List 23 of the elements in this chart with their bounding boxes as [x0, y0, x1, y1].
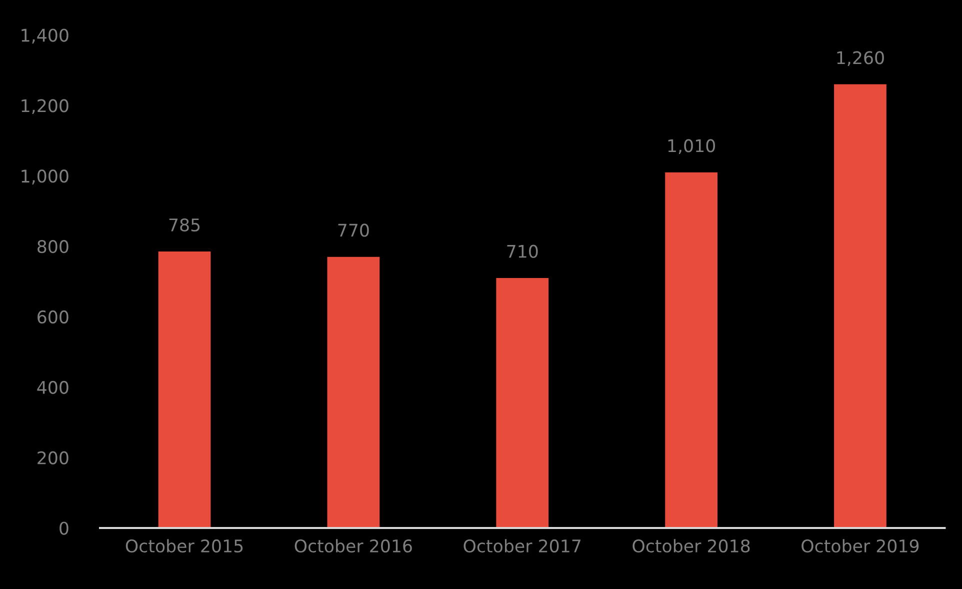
- y-tick-label: 400: [37, 380, 68, 394]
- x-tick-label: October 2017: [464, 539, 580, 553]
- y-tick-label: 800: [38, 240, 68, 254]
- y-tick-label: 1,400: [22, 28, 68, 44]
- bar: [327, 256, 380, 528]
- data-label: 770: [338, 224, 369, 237]
- data-label: 710: [507, 244, 538, 258]
- bar: [665, 172, 718, 528]
- bar: [158, 252, 211, 528]
- data-label: 1,010: [668, 139, 715, 154]
- bar: [834, 84, 886, 528]
- y-tick-label: 0: [60, 522, 68, 535]
- x-tick-label: October 2018: [632, 539, 750, 553]
- x-tick-label: October 2019: [802, 539, 919, 553]
- y-tick-label: 600: [38, 310, 68, 324]
- data-label: 785: [169, 218, 200, 232]
- bar: [496, 278, 549, 528]
- y-tick-label: 1,200: [22, 99, 68, 114]
- x-tick-label: October 2016: [294, 539, 412, 553]
- x-tick-label: October 2015: [126, 539, 243, 553]
- y-tick-label: 200: [38, 451, 68, 464]
- data-label: 1,260: [837, 51, 884, 66]
- y-tick-label: 1,000: [22, 170, 68, 184]
